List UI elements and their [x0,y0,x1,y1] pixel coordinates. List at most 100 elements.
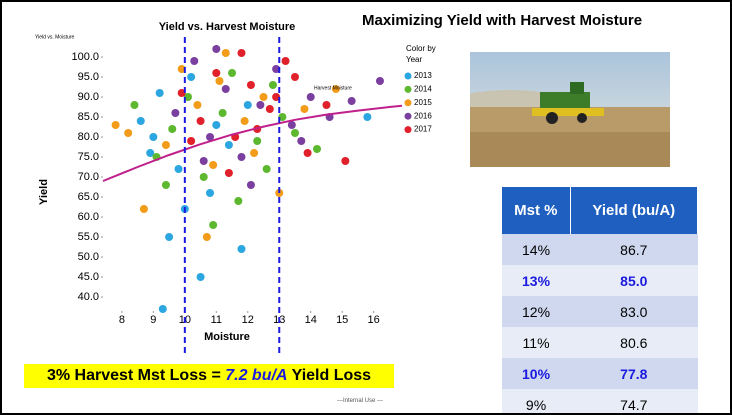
point [278,113,287,121]
table-cell: 83.0 [570,296,698,327]
table-cell: 13% [502,265,571,296]
point [272,93,281,101]
caption-part: 3% Harvest Mst Loss = [46,367,226,384]
y-tick-label: 45.0 [78,271,99,283]
y-tick-label: 65.0 [78,191,99,203]
yield-table: Mst % Yield (bu/A) 14% 86.7 13% 85.0 12% 83.0 11… [502,187,699,413]
point [268,81,277,89]
y-tick-label: 55.0 [78,231,99,243]
trend-line [102,104,403,182]
y-tick-label: 75.0 [78,151,99,163]
point [259,93,268,101]
point [265,105,274,113]
photo [470,52,670,167]
caption: 3% Harvest Mst Loss = 7.2 bu/A Yield Los… [24,364,394,388]
legend-label: 2013 [414,71,432,80]
point [190,57,199,65]
point [246,181,255,189]
corner-label: Yield vs. Moisture [35,34,74,40]
point [136,117,145,125]
y-tick-label: 100.0 [71,51,99,63]
point [202,233,211,241]
point [174,165,183,173]
point [158,305,167,313]
point [240,117,249,125]
point [206,133,215,141]
trend-label: Harvest Moisture [314,85,352,91]
y-tick-label: 50.0 [78,251,99,263]
legend-label: 2016 [414,111,432,120]
table-row: 10% 77.8 [502,358,698,389]
table-cell: 11% [502,327,571,358]
point [221,49,230,57]
table-header: Mst % [502,187,571,234]
point [256,101,265,109]
point [243,101,252,109]
legend-swatch [404,85,412,93]
point [237,153,246,161]
point [287,121,296,129]
point [206,189,215,197]
caption-part: 7.2 bu/A [225,367,288,384]
x-tick-label: 12 [242,314,254,326]
x-tick-label: 14 [305,314,317,326]
legend-title: Year [406,55,423,64]
caption-part: Yield Loss [287,367,372,384]
point [183,93,192,101]
y-tick-label: 85.0 [78,111,99,123]
table-cell: 77.8 [570,358,698,389]
point [221,85,230,93]
footer: ---Internal Use --- [337,398,384,404]
point [212,121,221,129]
point [322,101,331,109]
point [161,181,170,189]
point [130,101,139,109]
legend-label: 2017 [414,125,432,134]
y-tick-label: 95.0 [78,71,99,83]
legend-swatch [404,99,412,107]
point [209,221,218,229]
point [124,129,133,137]
point [155,89,164,97]
point [341,157,350,165]
point [347,97,356,105]
point [199,157,208,165]
point [193,101,202,109]
point [363,113,372,121]
point [218,109,227,117]
legend-title: Color by [406,44,436,53]
x-tick-label: 16 [368,314,380,326]
x-tick-label: 8 [119,314,125,326]
point [297,137,306,145]
legend-swatch [404,126,412,134]
table-row: 12% 83.0 [502,296,698,327]
legend-swatch [404,112,412,120]
point [253,137,262,145]
point [224,169,233,177]
y-tick-label: 60.0 [78,211,99,223]
point [209,161,218,169]
point [215,77,224,85]
point [303,149,312,157]
point [171,109,180,117]
table-cell: 12% [502,296,571,327]
legend-label: 2015 [414,98,432,107]
point [161,141,170,149]
x-tick-label: 11 [211,314,222,326]
y-tick-label: 90.0 [78,91,99,103]
table-cell: 10% [502,358,571,389]
point [246,81,255,89]
table-row: 13% 85.0 [502,265,698,296]
point [250,149,259,157]
point [290,129,299,137]
table-cell: 85.0 [570,265,698,296]
point [187,137,196,145]
table-cell: 9% [502,389,571,413]
y-axis-label: Yield [38,179,50,205]
legend-label: 2014 [414,85,432,94]
point [281,57,290,65]
x-axis-label: Moisture [204,331,250,343]
table-row: 9% 74.7 [502,389,698,413]
table-cell: 14% [502,234,571,265]
